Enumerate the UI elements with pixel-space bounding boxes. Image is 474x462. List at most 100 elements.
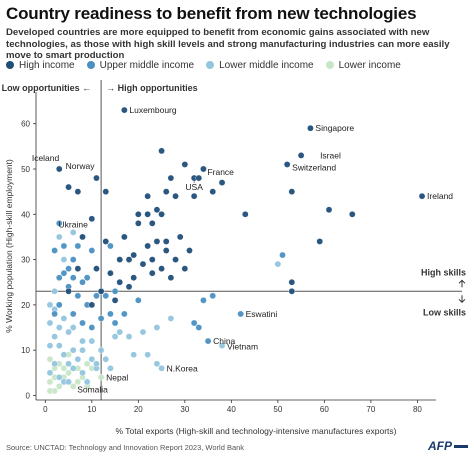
data-point-high-income	[102, 188, 110, 195]
data-point-upper-middle-income	[204, 337, 212, 345]
y-tick-label: 10	[21, 346, 30, 355]
data-point-high-income	[93, 265, 100, 272]
data-point-high-income	[74, 265, 82, 272]
data-point-upper-middle-income	[51, 310, 58, 318]
data-point-lower-middle-income	[55, 324, 63, 331]
low-opportunities-label: Low opportunities ←	[2, 83, 92, 93]
data-point-high-income	[130, 251, 137, 259]
x-tick-label: 60	[320, 405, 329, 414]
country-label-ireland: Ireland	[427, 191, 453, 201]
high-skills-label: High skills	[421, 267, 466, 277]
data-point-lower-income	[60, 364, 68, 372]
data-point-high-income	[162, 247, 170, 254]
data-point-high-income	[158, 210, 165, 218]
data-point-lower-middle-income	[107, 364, 114, 372]
y-tick-label: 50	[21, 165, 30, 174]
chart-title: Country readiness to benefit from new te…	[6, 4, 417, 23]
data-point-high-income	[55, 165, 63, 173]
data-point-upper-middle-income	[83, 274, 91, 282]
data-point-high-income	[135, 210, 142, 218]
data-point-high-income	[125, 256, 133, 263]
data-point-upper-middle-income	[51, 247, 58, 254]
data-point-high-income	[297, 152, 305, 159]
y-tick-label: 60	[21, 120, 30, 129]
data-point-upper-middle-income	[107, 310, 114, 318]
data-point-upper-middle-income	[60, 242, 68, 250]
data-point-upper-middle-income	[69, 274, 77, 282]
data-point-lower-middle-income	[55, 374, 63, 381]
data-point-upper-middle-income	[60, 269, 68, 277]
data-point-high-income	[116, 278, 124, 286]
country-label-switzerland: Switzerland	[292, 162, 336, 172]
x-tick-label: 30	[180, 405, 189, 414]
logo-bar	[454, 444, 468, 448]
country-label-singapore: Singapore	[315, 123, 354, 133]
data-point-high-income	[144, 192, 151, 200]
data-point-lower-middle-income	[218, 342, 226, 349]
data-point-high-income	[111, 297, 119, 304]
data-point-lower-income	[46, 355, 54, 363]
data-point-lower-middle-income	[274, 260, 282, 268]
data-point-high-income	[148, 220, 156, 227]
data-point-high-income	[325, 206, 333, 214]
y-tick-label: 0	[26, 391, 31, 400]
data-point-upper-middle-income	[74, 292, 82, 300]
data-point-lower-middle-income	[79, 346, 86, 354]
data-point-high-income	[181, 161, 189, 168]
country-label-norway: Norway	[66, 161, 96, 171]
data-point-lower-middle-income	[69, 364, 77, 372]
data-point-lower-middle-income	[139, 328, 147, 336]
data-point-high-income	[181, 265, 189, 272]
data-point-lower-middle-income	[88, 355, 96, 363]
data-point-lower-middle-income	[65, 328, 72, 336]
data-point-lower-middle-income	[69, 324, 77, 331]
logo-text: AFP	[428, 439, 452, 453]
data-point-lower-income	[65, 369, 72, 377]
legend-label-lower-income: Lower income	[338, 59, 401, 71]
data-point-upper-middle-income	[102, 292, 110, 300]
data-point-high-income	[125, 283, 133, 291]
data-point-lower-middle-income	[88, 337, 96, 345]
data-point-high-income	[190, 192, 198, 200]
data-point-lower-middle-income	[46, 319, 54, 327]
legend-label-upper-middle-income: Upper middle income	[99, 59, 195, 71]
data-point-high-income	[172, 256, 179, 263]
data-point-lower-middle-income	[51, 360, 58, 368]
country-label-ukraine: Ukraine	[59, 219, 89, 229]
data-point-high-income	[107, 269, 114, 277]
data-point-upper-middle-income	[88, 324, 96, 331]
country-label-luxembourg: Luxembourg	[129, 105, 177, 115]
data-point-high-income	[242, 210, 249, 218]
country-label-france: France	[207, 167, 234, 177]
data-point-high-income	[79, 233, 86, 241]
x-tick-label: 40	[227, 405, 236, 414]
y-axis-label: % Working population (High-skill employm…	[4, 159, 14, 333]
data-point-lower-middle-income	[130, 351, 137, 359]
x-axis-label: % Total exports (High-skill and technolo…	[116, 426, 397, 436]
country-label-nkorea: N.Korea	[167, 363, 198, 373]
country-label-iceland: Iceland	[32, 153, 60, 163]
data-point-lower-middle-income	[74, 355, 82, 363]
data-point-lower-middle-income	[60, 351, 68, 359]
data-point-high-income	[158, 265, 165, 272]
data-point-upper-middle-income	[79, 319, 86, 327]
data-point-high-income	[162, 188, 170, 195]
data-point-upper-middle-income	[55, 274, 63, 282]
country-label-china: China	[213, 336, 235, 346]
data-point-high-income	[209, 188, 217, 195]
data-point-lower-middle-income	[153, 324, 161, 331]
data-point-lower-income	[69, 383, 77, 390]
data-point-high-income	[148, 269, 156, 277]
legend-marker-upper-middle-income	[86, 61, 95, 69]
x-tick-label: 0	[43, 405, 48, 414]
x-tick-label: 50	[273, 405, 282, 414]
data-point-high-income	[172, 192, 179, 200]
country-label-somalia: Somalia	[77, 384, 108, 394]
data-point-high-income	[148, 256, 156, 263]
data-point-lower-middle-income	[158, 364, 165, 372]
data-point-upper-middle-income	[135, 297, 142, 304]
data-point-lower-middle-income	[55, 342, 63, 349]
data-point-high-income	[283, 161, 291, 168]
data-point-high-income	[93, 174, 100, 182]
country-label-israel: Israel	[320, 150, 341, 160]
